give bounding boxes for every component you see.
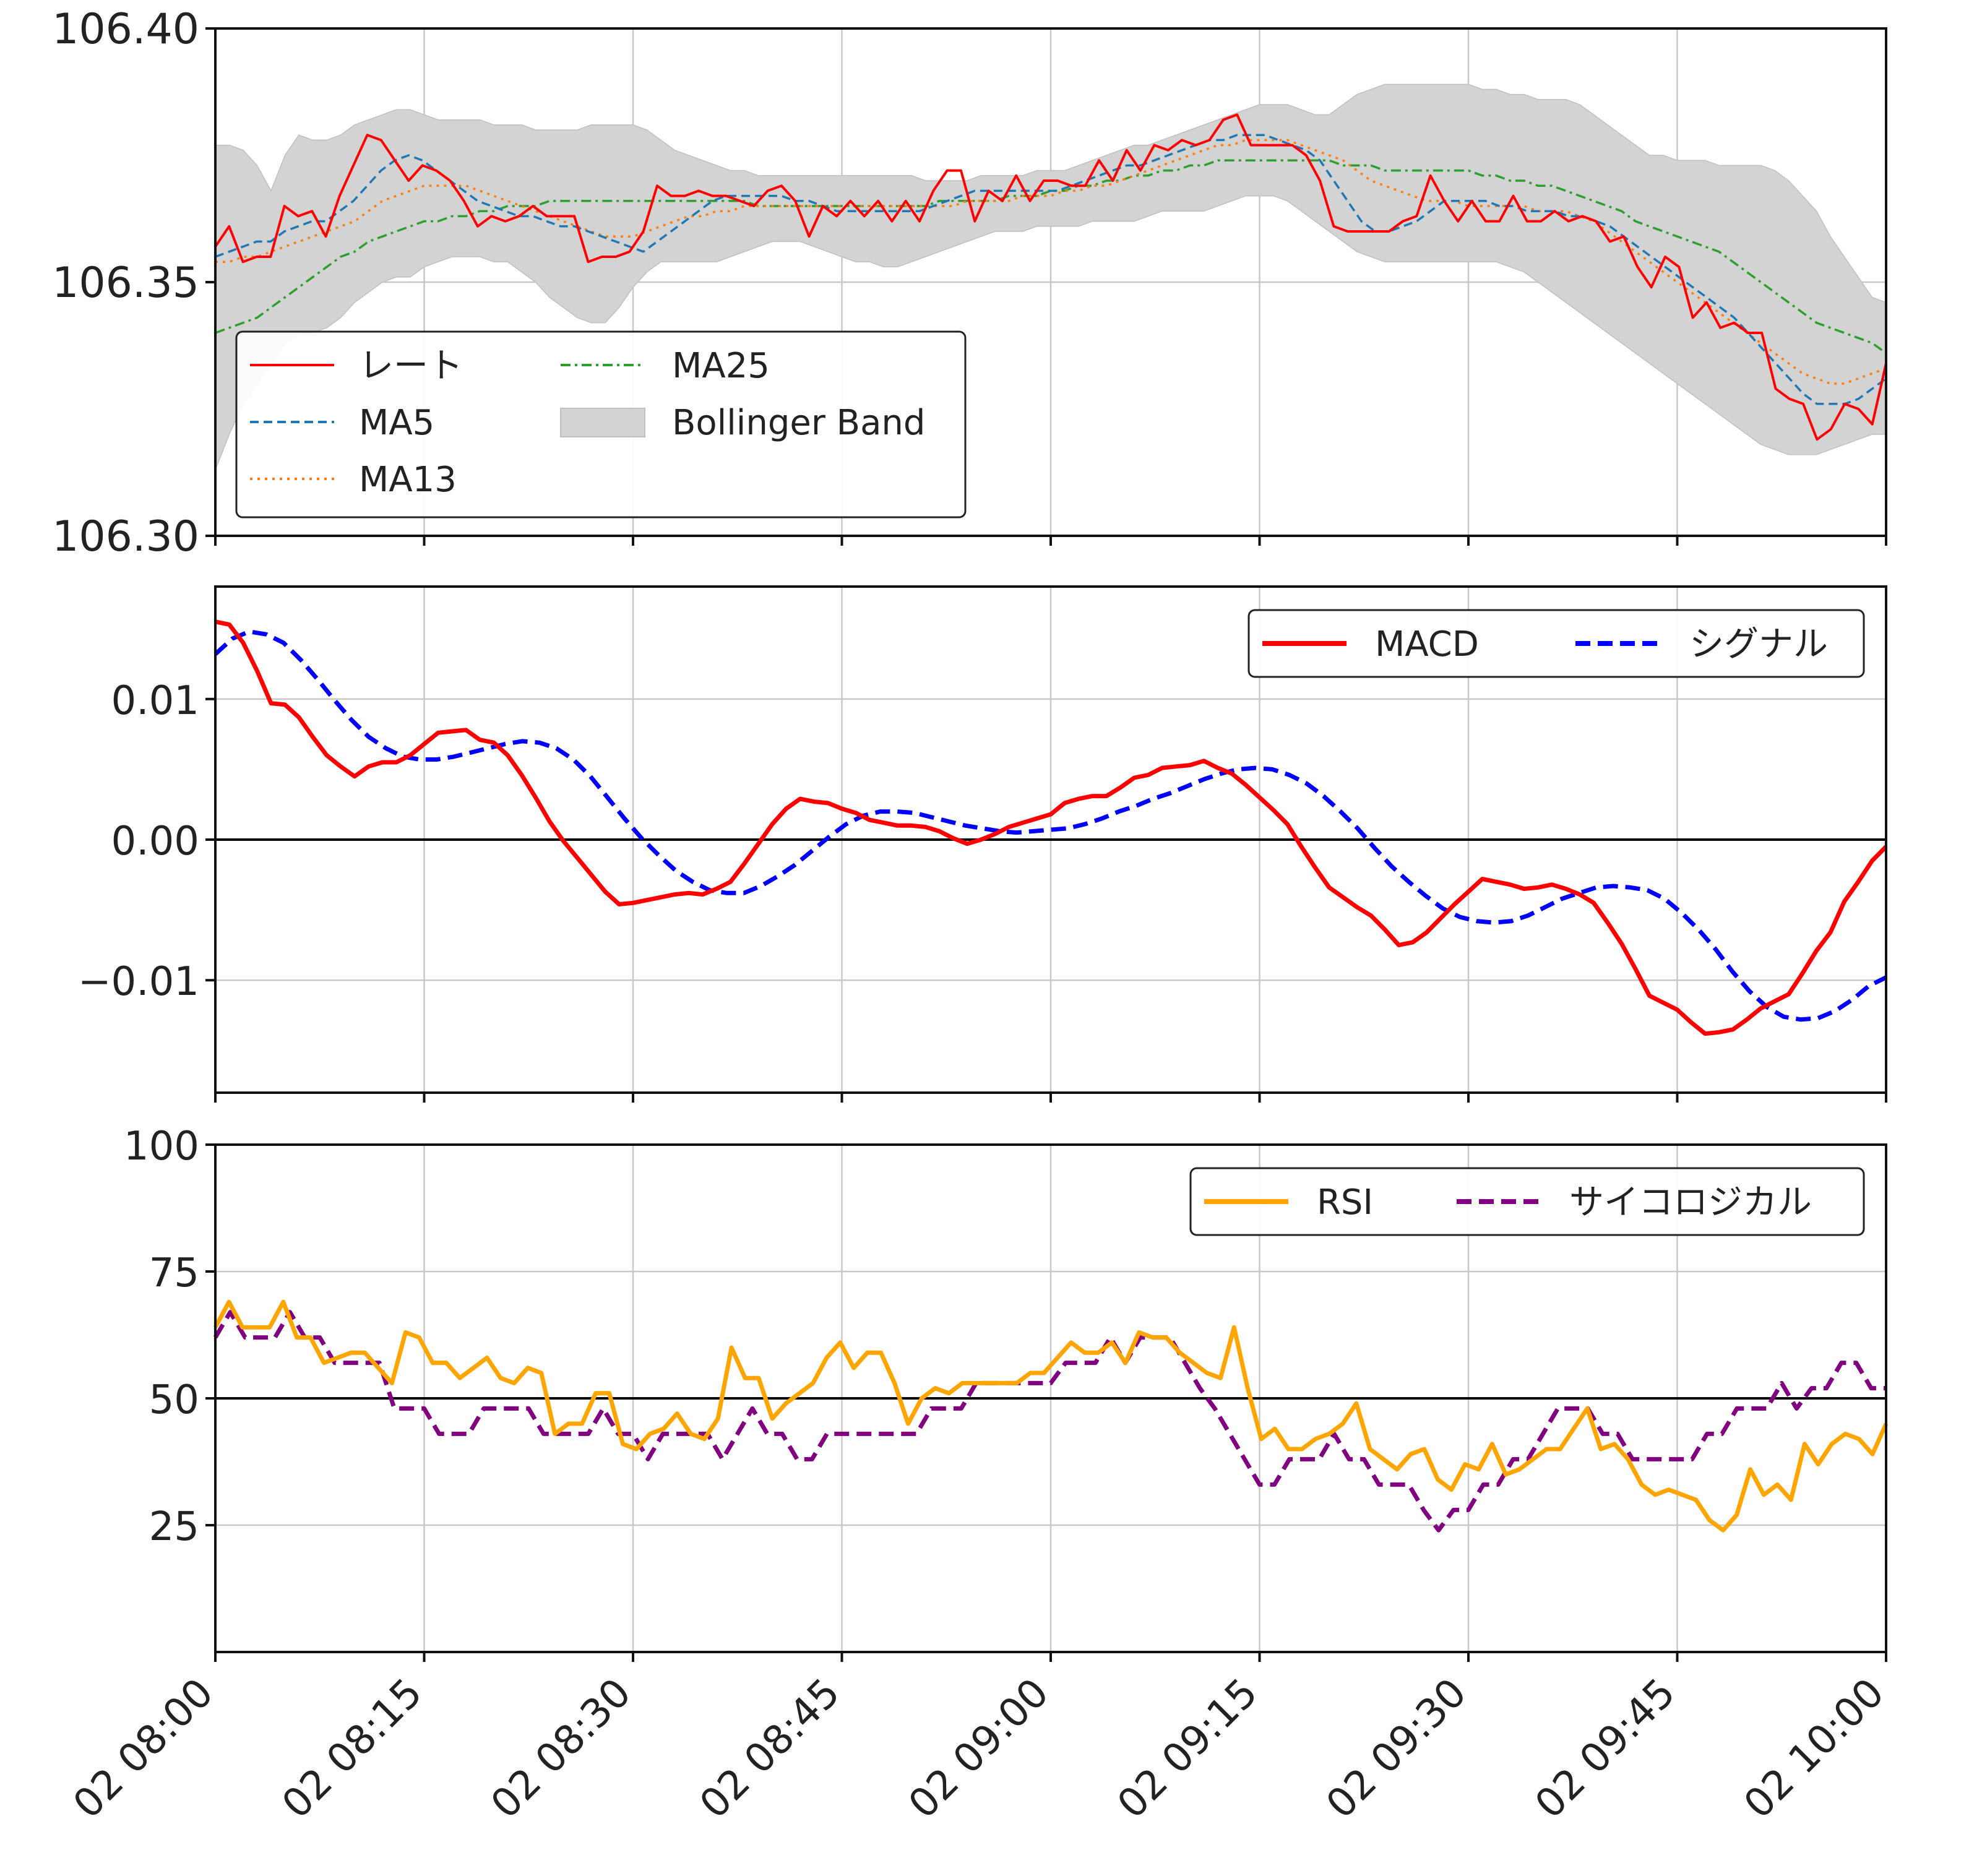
- y-tick-label: 106.30: [52, 512, 199, 561]
- legend-label-rsi: RSI: [1317, 1182, 1373, 1223]
- y-tick-label: 106.40: [52, 5, 199, 54]
- macd-legend-box: [1247, 609, 1865, 678]
- series-line-0: [213, 1299, 1889, 1533]
- x-tick-label: 02 08:15: [274, 1670, 431, 1828]
- series-line-1: [213, 629, 1887, 1022]
- x-tick-label: 02 09:45: [1527, 1670, 1684, 1828]
- y-tick-label: 75: [149, 1250, 199, 1296]
- x-tick-labels: 02 08:00 02 08:15 02 08:30 02 08:45 02 09:00…: [65, 1670, 1894, 1828]
- legend-label-ma25: MA25: [672, 346, 770, 386]
- legend-label-ma13: MA13: [359, 460, 457, 500]
- macd-legend: MACD シグナル: [1247, 609, 1865, 678]
- x-tick-label: 02 10:00: [1736, 1670, 1894, 1828]
- y-tick-label: 106.35: [52, 259, 199, 308]
- legend-label-rate: レート: [359, 346, 463, 386]
- macd-panel: −0.01 0.00 0.01 MACD シグナル: [78, 585, 1888, 1103]
- oscillator-legend: RSI サイコロジカル: [1189, 1167, 1865, 1236]
- y-tick-label: 50: [149, 1377, 199, 1423]
- legend-label-psych: サイコロジカル: [1569, 1182, 1812, 1223]
- x-tick-label: 02 08:30: [483, 1670, 640, 1828]
- macd-y-ticks: −0.01 0.00 0.01: [78, 678, 215, 1005]
- x-tick-label: 02 09:00: [900, 1670, 1058, 1828]
- x-tick-label: 02 08:45: [691, 1670, 849, 1828]
- series-line-1: [213, 1310, 1886, 1533]
- x-tick-label: 02 09:15: [1109, 1670, 1267, 1828]
- series-line-0: [214, 113, 1887, 441]
- x-tick-label: 02 08:00: [65, 1670, 223, 1828]
- series-line-3: [215, 159, 1887, 355]
- oscillator-series: [213, 1299, 1889, 1533]
- legend-swatch-bollinger: [560, 408, 645, 437]
- series-line-1: [215, 134, 1887, 405]
- macd-series: [213, 619, 1888, 1036]
- macd-x-tickmarks: [214, 1093, 1887, 1103]
- x-tick-label: 02 09:30: [1318, 1670, 1476, 1828]
- y-tick-label: 100: [124, 1124, 199, 1169]
- price-x-tickmarks: [214, 536, 1887, 546]
- series-line-0: [215, 619, 1888, 1036]
- legend-label-signal: シグナル: [1689, 624, 1828, 665]
- price-series: [214, 113, 1887, 441]
- price-legend: レート MA5 MA13 MA25 Bollinger Band: [235, 330, 967, 518]
- y-tick-label: 0.00: [111, 819, 200, 864]
- oscillator-x-tickmarks: [214, 1652, 1887, 1662]
- y-tick-label: 25: [149, 1504, 199, 1550]
- legend-label-ma5: MA5: [359, 403, 434, 443]
- price-panel: 106.30 106.35 106.40 レート MA5 MA13 MA25 Bol…: [52, 5, 1887, 561]
- price-y-ticks: 106.30 106.35 106.40: [52, 5, 215, 561]
- y-tick-label: 0.01: [111, 678, 200, 724]
- y-tick-label: −0.01: [78, 959, 199, 1005]
- oscillator-y-ticks: 25 50 75 100: [124, 1124, 215, 1550]
- legend-label-macd: MACD: [1375, 624, 1479, 665]
- legend-label-bollinger: Bollinger Band: [672, 403, 925, 443]
